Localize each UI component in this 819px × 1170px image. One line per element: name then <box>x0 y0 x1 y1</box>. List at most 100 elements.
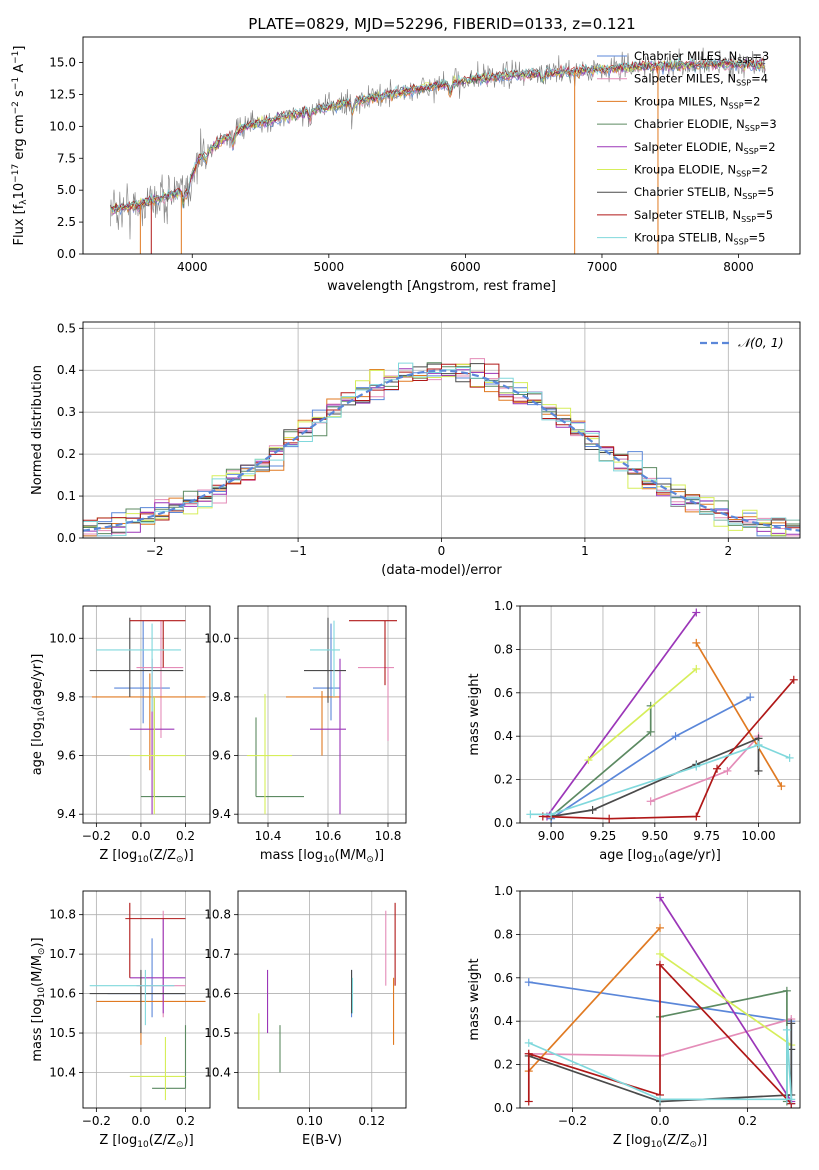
mass_vs_Z-axes: −0.2 0.0 0.210.410.510.610.710.8Z [log10(Z… <box>30 891 210 1150</box>
weight_vs_Z-xlabel-part: (Z/Z <box>662 1133 689 1148</box>
spectrum-ylabel-part: erg cm <box>12 114 27 163</box>
mass_vs_ebv-ytick-label: 10.8 <box>204 908 231 922</box>
mass_vs_ebv-ytick-label: 10.6 <box>204 987 231 1001</box>
weight_vs_Z-xtick-label: 0.2 <box>738 1114 757 1128</box>
mass_vs_Z-ylabel: mass [log10(M/M⊙)] <box>30 937 47 1061</box>
weight_vs_Z-xlabel-part: ⊙ <box>689 1140 697 1150</box>
mass_vs_Z-xlabel-part: )] <box>184 1133 194 1148</box>
legend-label: Chabrier STELIB, NSSP=5 <box>634 185 774 201</box>
mass_vs_ebv-ytick-label: 10.7 <box>204 947 231 961</box>
legend-label-text: Chabrier STELIB, N <box>634 185 742 199</box>
weight_vs_Z-line <box>528 927 661 1072</box>
weight_vs_Z-series <box>524 893 796 1108</box>
weight_vs_age-xlabel: age [log10(age/yr)] <box>599 848 721 865</box>
spectrum-ylabel-part: 10 <box>12 183 27 200</box>
residuals-ytick-label: 0.5 <box>57 321 76 335</box>
legend-label-sub: SSP <box>742 192 757 201</box>
legend-label-text: Salpeter ELODIE, N <box>634 140 744 154</box>
age_vs_Z-xtick-label: 0.0 <box>131 829 150 843</box>
spectrum-ytick-label: 12.5 <box>49 87 76 101</box>
mass_vs_ebv-axes: 0.10 0.12 10.4 10.5 10.6 10.7 10.8 E(B-V) <box>204 891 406 1148</box>
legend-label-eq: =4 <box>751 72 768 86</box>
mass_vs_ebv-xlabel: E(B-V) <box>302 1133 342 1148</box>
legend-label: Kroupa ELODIE, NSSP=2 <box>634 163 768 179</box>
age_vs_Z-xtick-label: −0.2 <box>82 829 111 843</box>
mass_vs_Z-ylabel-part: ⊙ <box>37 948 47 956</box>
spectrum-model-line <box>110 57 766 212</box>
spectrum-xlabel: wavelength [Angstrom, rest frame] <box>327 279 556 294</box>
spectrum-xtick-label: 6000 <box>450 260 481 274</box>
spectrum-model-line <box>109 57 766 213</box>
age_vs_Z-ylabel: age [log10(age/yr)] <box>30 654 47 776</box>
figure-title: PLATE=0829, MJD=52296, FIBERID=0133, z=0… <box>248 15 635 33</box>
legend-label-text: Chabrier ELODIE, N <box>634 117 745 131</box>
weight_vs_Z-ytick-label: 0.0 <box>494 1101 513 1115</box>
age_vs_mass-xlabel-part: 10 <box>323 855 335 865</box>
age_vs_mass-ytick-label: 10.0 <box>204 631 231 645</box>
legend-label-text: Kroupa ELODIE, N <box>634 163 736 177</box>
age_vs_mass-xlabel-part: ⊙ <box>366 855 374 865</box>
mass_vs_ebv-frame <box>237 890 407 1109</box>
legend-label-sub: SSP <box>745 124 760 133</box>
legend-label-eq: =5 <box>757 185 774 199</box>
mass_vs_Z-xlabel: Z [log10(Z/Z⊙)] <box>99 1133 193 1150</box>
spectrum-lines <box>109 47 766 254</box>
mass_vs_Z-frame <box>82 890 211 1109</box>
spectrum-xtick-label: 5000 <box>314 260 345 274</box>
weight_vs_age-ylabel: mass weight <box>467 673 482 755</box>
spectrum-ylabel-part: −1 <box>11 51 21 64</box>
legend-label-text: Kroupa STELIB, N <box>634 231 734 245</box>
weight_vs_Z-xtick-label: 0.0 <box>650 1114 669 1128</box>
age_vs_Z-xlabel-part: (Z/Z <box>149 848 176 863</box>
residuals-legend: 𝒩(0, 1) <box>700 335 784 350</box>
mass_vs_Z-ylabel-part: mass [log <box>30 998 45 1061</box>
spectrum-ylabel-part: −17 <box>11 164 21 183</box>
residuals-xlabel: (data-model)/error <box>381 563 502 578</box>
spectrum-ylabel-part: ] <box>12 46 27 51</box>
residuals-xtick-label: −1 <box>289 544 307 558</box>
weight_vs_age-xlabel-part: (age/yr)] <box>664 848 721 863</box>
mass_vs_Z-xtick-label: 0.0 <box>131 1114 150 1128</box>
age_vs_mass-xlabel-part: (M/M <box>335 848 367 863</box>
spectrum-axes: 4000 5000 6000 7000 8000 0.0 2.5 5.0 7.5 10.0 12.5… <box>11 46 754 295</box>
mass_vs_Z-xlabel-part: Z [log <box>99 1133 137 1148</box>
mass_vs_Z-ytick-label: 10.5 <box>49 1026 76 1040</box>
mass_vs_Z-errorbars <box>89 902 206 1101</box>
legend-label-eq: =5 <box>756 208 773 222</box>
normal-legend-label: 𝒩(0, 1) <box>738 335 784 350</box>
age_vs_Z-xlabel-part: Z [log <box>99 848 137 863</box>
age_vs_mass-xlabel-part: )] <box>374 848 384 863</box>
legend-label-text: Salpeter MILES, N <box>634 72 736 86</box>
mass_vs_ebv-xtick-label: 0.10 <box>296 1114 323 1128</box>
spectrum-ylabel-part: λ <box>19 199 29 205</box>
weight_vs_Z-ytick-label: 0.6 <box>494 971 513 985</box>
residuals-xtick-label: 1 <box>581 544 589 558</box>
age_vs_mass-xlabel: mass [log10(M/M⊙)] <box>260 848 384 865</box>
age_vs_Z-errorbars <box>89 617 206 815</box>
age_vs_mass-xtick-label: 10.4 <box>255 829 282 843</box>
legend-label-text: Chabrier MILES, N <box>634 49 737 63</box>
age_vs_Z-ylabel-part: 10 <box>37 710 47 722</box>
age_vs_Z-axes: −0.2 0.0 0.29.49.69.810.0Z [log10(Z/Z⊙)]ag… <box>30 606 210 865</box>
legend-label: Salpeter MILES, NSSP=4 <box>634 72 768 88</box>
mass_vs_Z-xtick-label: 0.2 <box>176 1114 195 1128</box>
legend-label-sub: SSP <box>737 56 752 65</box>
residuals-ytick-label: 0.1 <box>57 489 76 503</box>
weight_vs_age-xtick-label: 10.00 <box>741 829 775 843</box>
mass_vs_Z-xlabel-part: ⊙ <box>176 1140 184 1150</box>
legend-label-eq: =5 <box>749 231 766 245</box>
age_vs_Z-frame <box>82 605 211 824</box>
spectrum-ytick-label: 5.0 <box>57 183 76 197</box>
legend-label-text: Kroupa MILES, N <box>634 94 729 108</box>
age_vs_Z-ylabel-part: (age/yr)] <box>30 654 45 711</box>
weight_vs_Z-xlabel: Z [log10(Z/Z⊙)] <box>613 1133 707 1150</box>
spectrum-xtick-label: 8000 <box>723 260 754 274</box>
age_vs_mass-errorbars <box>247 617 397 815</box>
weight_vs_age-line <box>587 668 697 761</box>
legend-label-sub: SSP <box>729 101 744 110</box>
age_vs_Z-xlabel: Z [log10(Z/Z⊙)] <box>99 848 193 865</box>
age_vs_Z-ytick-label: 9.8 <box>57 690 76 704</box>
weight_vs_age-xtick-label: 9.00 <box>538 829 565 843</box>
